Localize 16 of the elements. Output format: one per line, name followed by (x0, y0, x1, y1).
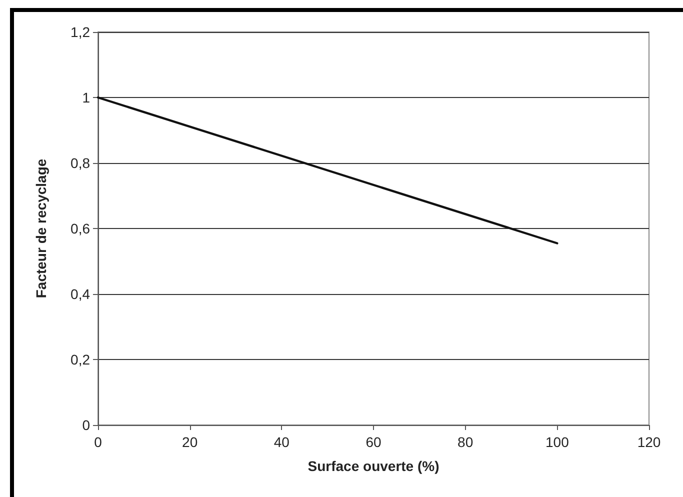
x-tick-label: 80 (458, 434, 474, 450)
x-axis-title: Surface ouverte (%) (308, 458, 440, 474)
x-tick-label: 100 (545, 434, 570, 450)
x-tick-label: 60 (366, 434, 382, 450)
y-tick-label: 1 (82, 90, 90, 106)
x-tick-label: 20 (182, 434, 198, 450)
y-tick-label: 0,6 (70, 220, 90, 236)
y-tick-label: 0,2 (70, 352, 90, 368)
y-axis-title: Facteur de recyclage (33, 158, 49, 298)
x-tick-label: 40 (274, 434, 290, 450)
x-tick-label: 0 (94, 434, 102, 450)
x-tick-label: 120 (637, 434, 661, 450)
y-tick-label: 0,4 (70, 286, 90, 302)
y-tick-label: 0 (82, 417, 90, 433)
y-tick-label: 0,8 (70, 155, 90, 171)
y-tick-label: 1,2 (70, 24, 90, 40)
